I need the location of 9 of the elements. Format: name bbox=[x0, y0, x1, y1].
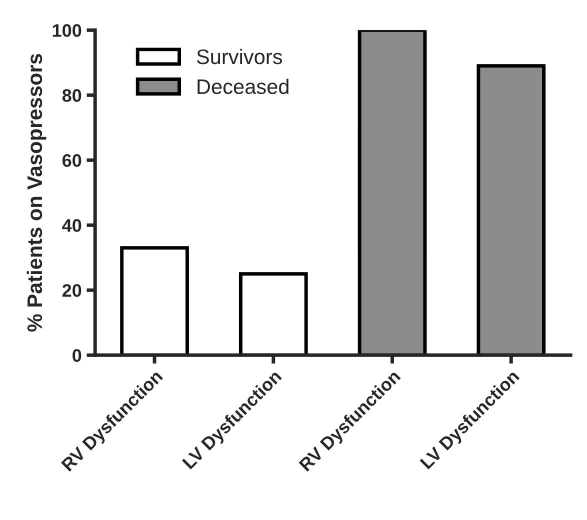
legend-label: Deceased bbox=[198, 78, 288, 94]
y-tick-label: 0 bbox=[72, 349, 82, 362]
legend-label: Survivors bbox=[196, 48, 282, 64]
y-axis-title: % Patients on Vasopressors bbox=[26, 54, 46, 332]
y-tick-label: 40 bbox=[62, 219, 82, 232]
y-tick-label: 80 bbox=[62, 89, 82, 102]
y-tick-label: 20 bbox=[62, 284, 82, 297]
y-tick-label: 100 bbox=[52, 24, 82, 37]
y-tick-label: 60 bbox=[62, 154, 82, 167]
